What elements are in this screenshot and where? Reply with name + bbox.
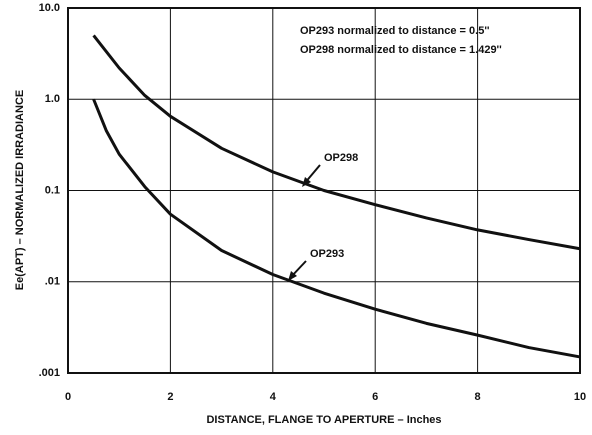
x-axis-label: DISTANCE, FLANGE TO APERTURE – Inches bbox=[206, 414, 441, 426]
y-tick-label: .001 bbox=[39, 367, 60, 379]
arrow-head bbox=[288, 271, 297, 281]
x-tick-label: 0 bbox=[65, 391, 71, 403]
curve bbox=[92, 34, 581, 251]
y-tick-label: 10.0 bbox=[39, 2, 60, 14]
x-tick-label: 10 bbox=[574, 391, 586, 403]
annotation: OP298 normalized to distance = 1.429'' bbox=[300, 44, 502, 56]
x-tick-label: 8 bbox=[475, 391, 481, 403]
y-tick-label: 0.1 bbox=[45, 184, 60, 196]
x-tick-label: 6 bbox=[372, 391, 378, 403]
y-axis-label: Ee(APT) – NORMALIZED IRRADIANCE bbox=[14, 90, 26, 290]
x-tick-label: 2 bbox=[167, 391, 173, 403]
y-tick-label: .01 bbox=[45, 276, 60, 288]
curve bbox=[92, 98, 581, 359]
curve-label: OP298 bbox=[324, 152, 358, 164]
annotation: OP293 normalized to distance = 0.5'' bbox=[300, 25, 490, 37]
y-tick-label: 1.0 bbox=[45, 93, 60, 105]
x-tick-label: 4 bbox=[270, 391, 277, 403]
curve-label: OP293 bbox=[310, 248, 344, 260]
annotation-background bbox=[296, 20, 574, 60]
